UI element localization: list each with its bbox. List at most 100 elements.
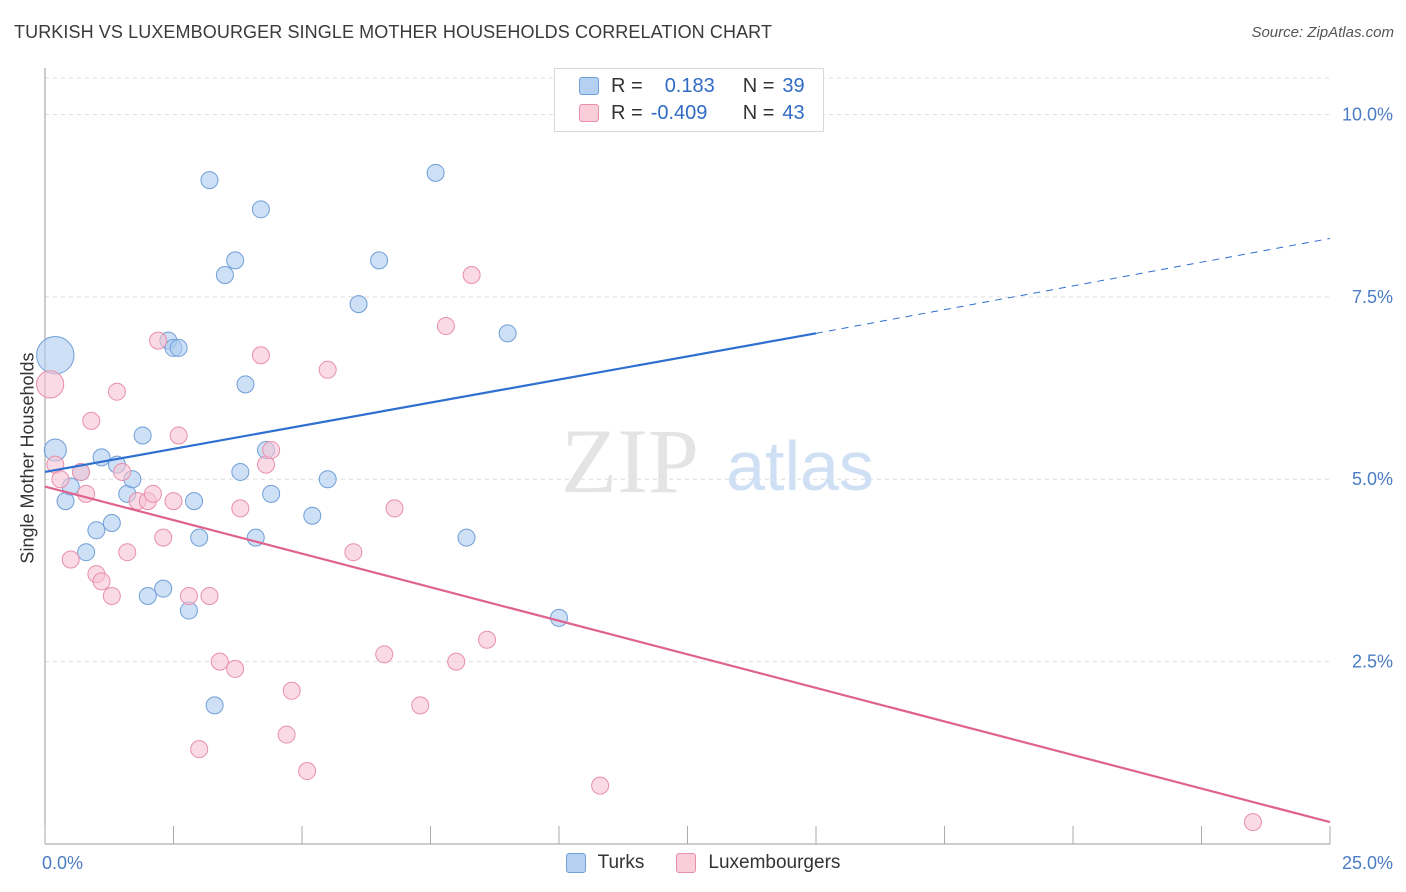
correlation-legend: R = 0.183 N = 39 R = -0.409 N = 43 — [554, 68, 824, 132]
luxembourgers-point — [179, 586, 198, 605]
luxembourgers-point — [251, 346, 270, 365]
turks-point — [236, 375, 255, 394]
turks-swatch — [579, 77, 599, 95]
luxembourgers-point — [102, 586, 121, 605]
watermark-zip: ZIP — [561, 410, 699, 512]
luxembourgers-point — [226, 659, 245, 678]
r-label: R = — [611, 101, 643, 124]
luxembourgers-point — [190, 740, 209, 759]
luxembourgers-point — [318, 360, 337, 379]
n-label: N = — [742, 101, 775, 124]
luxembourgers-swatch — [579, 104, 599, 122]
luxembourgers-point — [282, 681, 301, 700]
luxembourgers-point — [436, 317, 455, 336]
luxembourgers-point — [36, 370, 65, 399]
trend-lines — [44, 238, 1331, 824]
turks-point — [138, 586, 157, 605]
luxembourgers-point — [143, 484, 162, 503]
turks-point — [349, 295, 368, 314]
luxembourgers-legend-swatch — [676, 853, 697, 873]
luxembourgers-point — [149, 331, 168, 350]
luxembourgers-point — [118, 543, 137, 562]
turks-point — [226, 251, 245, 270]
axes — [44, 68, 1331, 845]
turks-point — [370, 251, 389, 270]
turks-point — [550, 608, 568, 627]
turks-point — [318, 470, 337, 489]
turks-point — [77, 543, 96, 562]
legend-label-turks: Turks — [597, 852, 645, 873]
luxembourgers-point — [411, 696, 430, 715]
luxembourgers-point — [200, 586, 219, 605]
turks-point — [215, 265, 234, 284]
legend-row-luxembourgers: R = -0.409 N = 43 — [579, 100, 805, 126]
luxembourgers-point — [277, 725, 296, 744]
data-points — [36, 163, 1262, 832]
turks-legend-swatch — [565, 853, 586, 873]
luxembourgers-point — [169, 426, 188, 445]
turks-point — [205, 696, 224, 715]
luxembourgers-point — [344, 543, 363, 562]
luxembourgers-point — [298, 762, 317, 781]
turks-point — [154, 579, 173, 598]
r-value-turks: 0.183 — [664, 74, 715, 97]
luxembourgers-point — [231, 499, 250, 518]
gridlines — [45, 77, 1330, 663]
y-tick-label: 5.0% — [1352, 469, 1393, 489]
legend-label-luxembourgers: Luxembourgers — [708, 852, 841, 873]
luxembourgers-point — [478, 630, 497, 649]
turks-point — [498, 324, 517, 343]
turks-point — [36, 336, 75, 375]
luxembourgers-point — [591, 776, 610, 795]
luxembourgers-point — [262, 441, 281, 460]
turks-point — [303, 506, 322, 525]
luxembourgers-point — [1243, 813, 1262, 832]
turks-point — [262, 484, 281, 503]
turks-point — [169, 338, 188, 357]
r-value-luxembourgers: -0.409 — [650, 101, 708, 124]
turks-point — [190, 528, 209, 547]
luxembourgers-point — [71, 462, 90, 481]
watermark: ZIP atlas — [561, 410, 874, 512]
n-value-turks: 39 — [782, 74, 805, 97]
r-label: R = — [611, 74, 643, 97]
turks-point — [87, 521, 106, 540]
turks-trend-line — [44, 332, 817, 474]
luxembourgers-point — [51, 470, 70, 489]
luxembourgers-point — [82, 411, 101, 430]
luxembourgers-point — [107, 382, 126, 401]
luxembourgers-trend-line — [44, 485, 1331, 824]
n-label: N = — [742, 74, 775, 97]
turks-point — [457, 528, 476, 547]
turks-point — [133, 426, 152, 445]
y-tick-label: 10.0% — [1342, 104, 1393, 124]
source-label: Source: ZipAtlas.com — [1251, 24, 1394, 41]
luxembourgers-point — [92, 572, 111, 591]
turks-point — [200, 171, 219, 190]
luxembourgers-point — [375, 645, 394, 664]
luxembourgers-point — [462, 265, 481, 284]
tick-labels: 2.5% 5.0% 7.5% 10.0% 0.0% 25.0% — [42, 104, 1393, 873]
x-tick-label: 0.0% — [42, 853, 83, 873]
turks-point — [102, 514, 121, 533]
luxembourgers-point — [385, 499, 404, 518]
turks-point — [185, 492, 204, 511]
turks-trend-extension — [815, 238, 1331, 334]
legend-item-turks[interactable]: Turks — [565, 852, 645, 874]
x-tick-label: 25.0% — [1342, 853, 1393, 873]
luxembourgers-point — [61, 550, 80, 569]
chart-title: TURKISH VS LUXEMBOURGER SINGLE MOTHER HO… — [14, 22, 773, 42]
turks-point — [231, 462, 250, 481]
y-axis-label: Single Mother Households — [17, 352, 38, 564]
turks-point — [251, 200, 270, 219]
watermark-atlas: atlas — [726, 427, 874, 505]
n-value-luxembourgers: 43 — [782, 101, 805, 124]
luxembourgers-point — [447, 652, 466, 671]
luxembourgers-point — [210, 652, 229, 671]
legend-item-luxembourgers[interactable]: Luxembourgers — [676, 852, 840, 874]
turks-point — [426, 163, 445, 182]
luxembourgers-point — [154, 528, 173, 547]
legend-row-turks: R = 0.183 N = 39 — [579, 73, 805, 99]
luxembourgers-point — [164, 492, 183, 511]
